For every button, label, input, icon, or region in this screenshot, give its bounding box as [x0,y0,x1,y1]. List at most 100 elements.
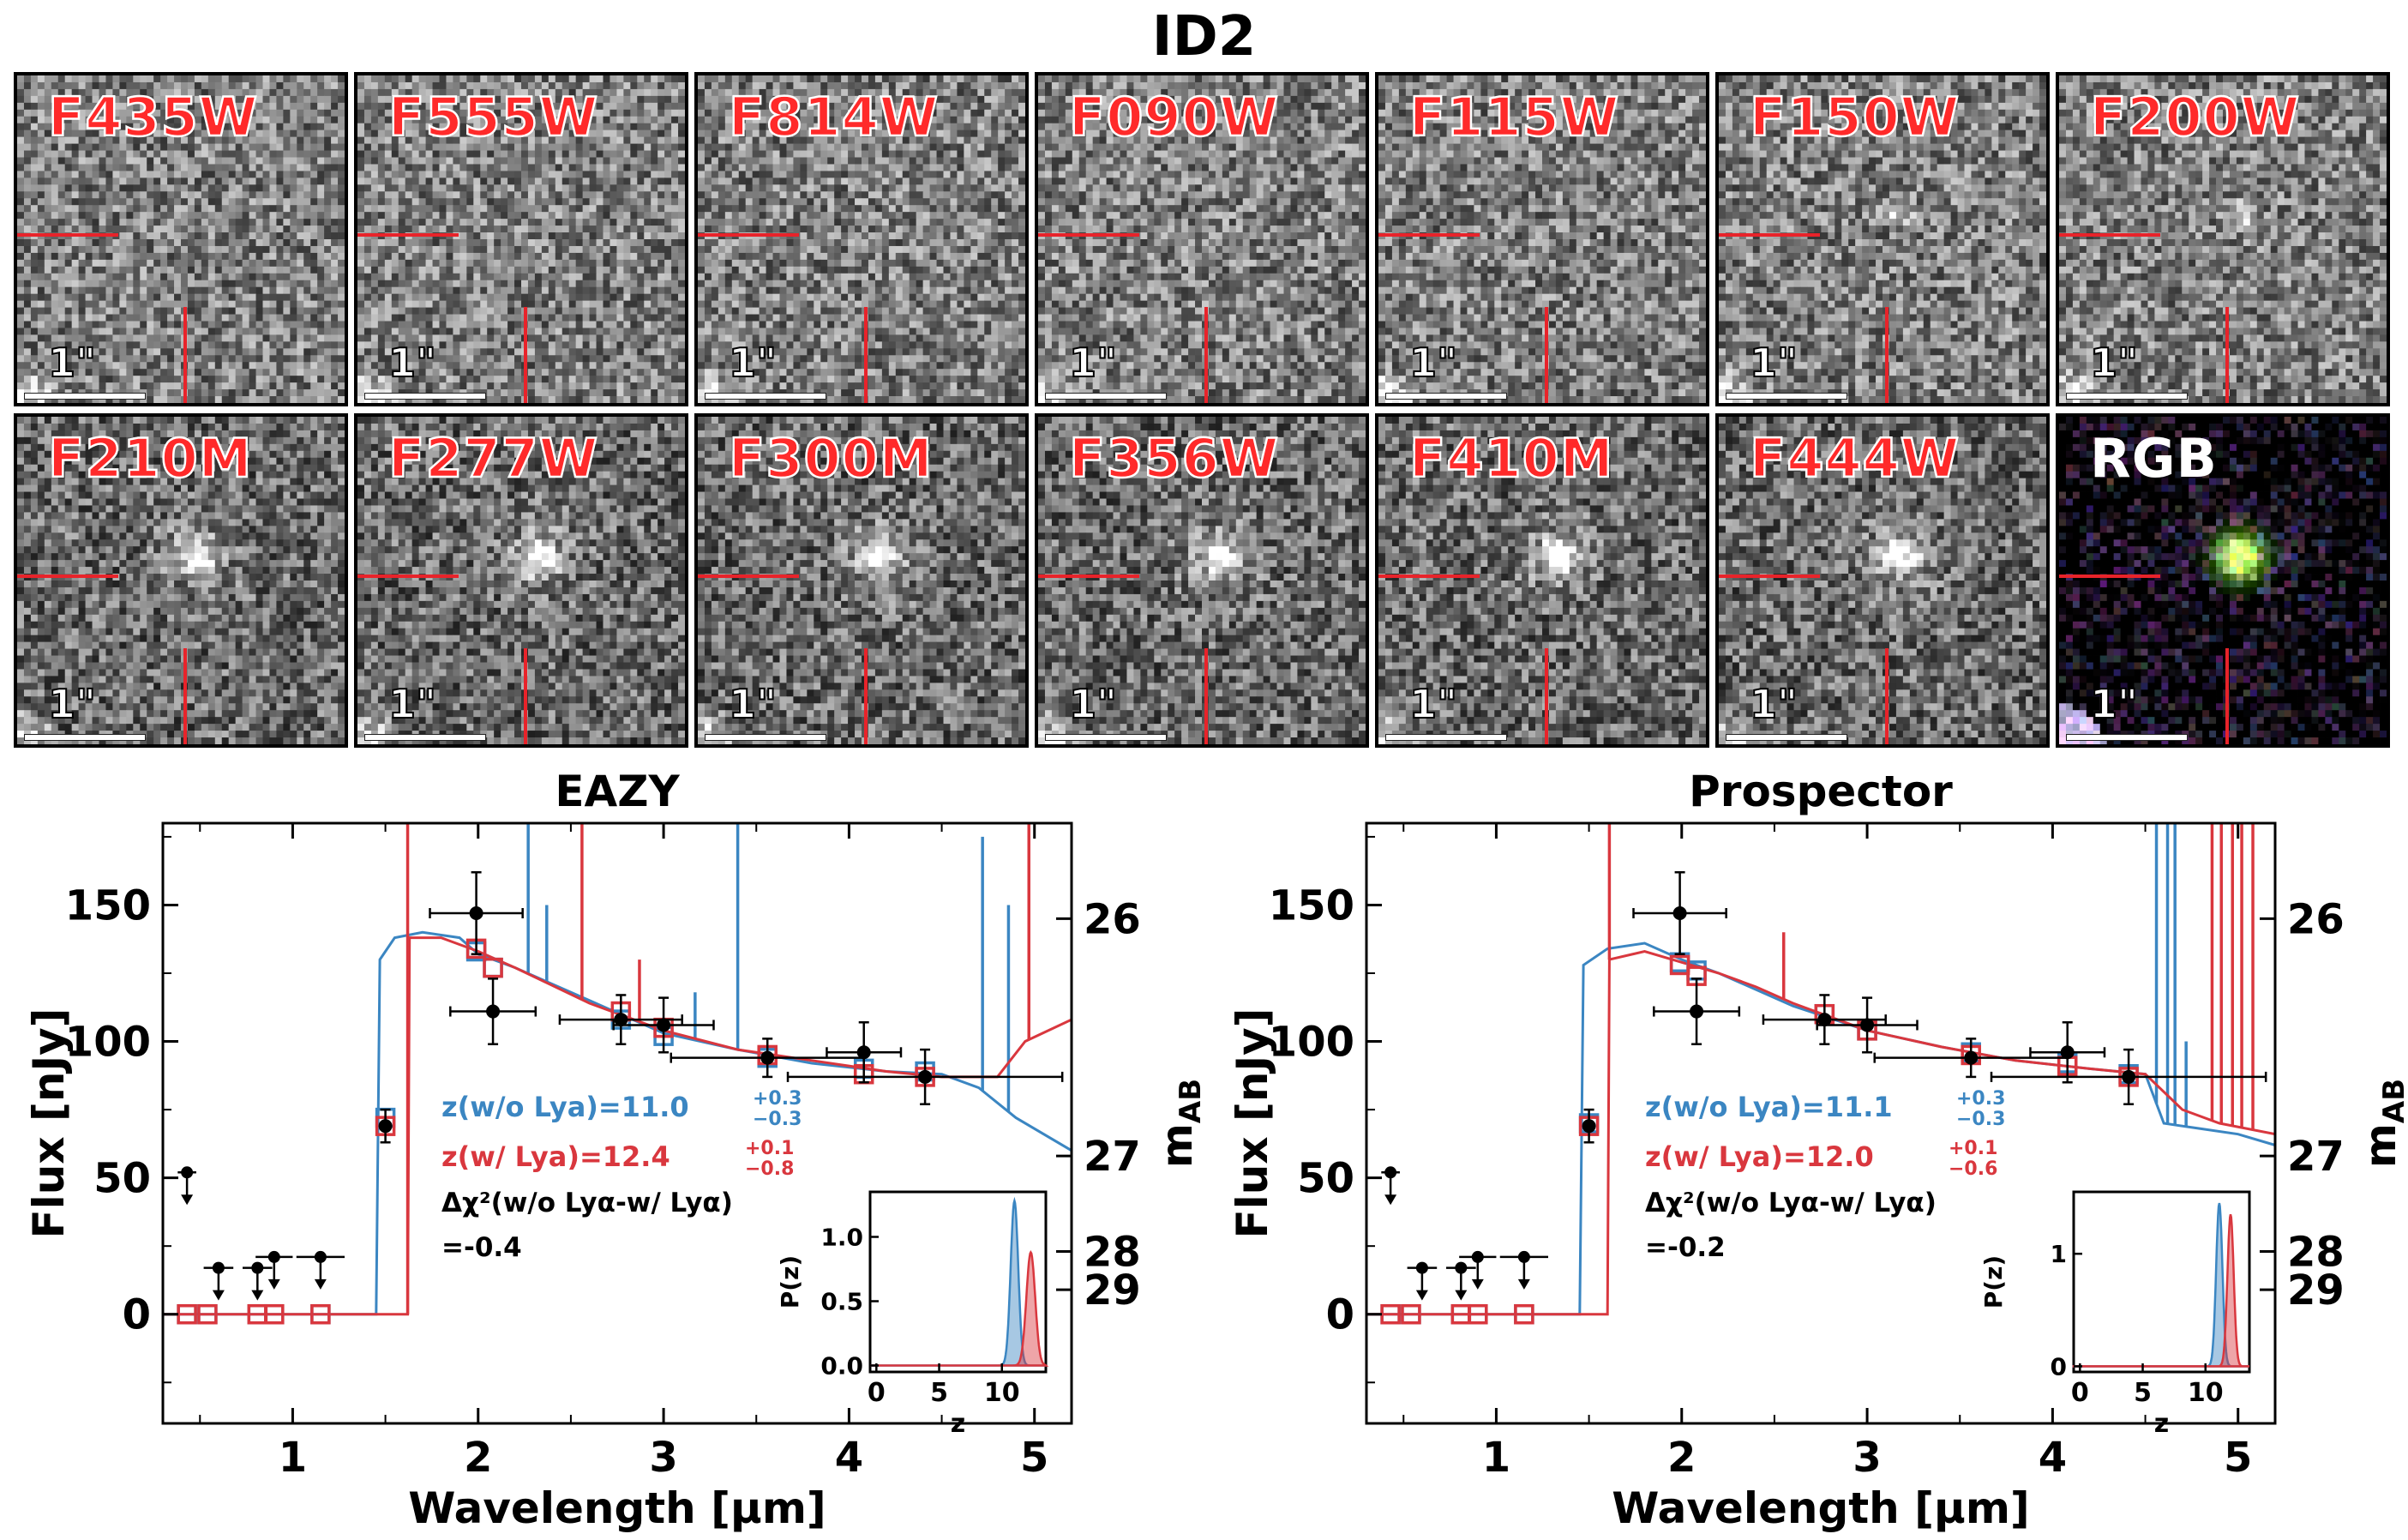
stamp-f090w: F090W 1" [1035,72,1369,406]
inset-y-tick-label: 1 [2051,1240,2067,1268]
x-axis-label: Wavelength [μm] [408,1483,826,1533]
scale-label: 1" [47,680,97,728]
crosshair-horizontal [1038,233,1139,237]
crosshair-vertical [2225,307,2229,403]
crosshair-vertical [183,648,187,744]
scale-bar [705,393,826,400]
y2-tick-label: 29 [2287,1266,2345,1314]
model-point-red [310,1303,331,1325]
inset-y-tick-label: 0.0 [820,1352,863,1381]
y-tick-label: 150 [65,881,151,929]
noise-image [1378,75,1706,403]
model-point-red [1380,1303,1401,1325]
stamp-filter-label: F300M [728,426,934,491]
annotation-z-blue-err-up: +0.3 [1956,1088,2005,1110]
stamp-filter-label: F444W [1749,426,1961,491]
model-point-red [1514,1303,1534,1325]
observed-point [614,1013,628,1027]
plot-area [163,823,1072,1325]
annotation-z-red-err-lo: −0.6 [1949,1158,1997,1180]
x-tick-label: 2 [1667,1434,1696,1482]
crosshair-vertical [1545,648,1548,744]
annotation-delta-chi2-value: =-0.2 [1645,1232,1726,1263]
model-point-red [197,1303,218,1325]
model-point-red [264,1303,285,1325]
stamp-f115w: F115W 1" [1375,72,1709,406]
crosshair-horizontal [698,233,799,237]
annotation-z-blue: z(w/o Lya)=11.1 [1645,1091,1893,1123]
inset-y-axis-label: P(z) [1979,1255,2008,1308]
scale-label: 1" [728,680,778,728]
stamp-f814w: F814W 1" [694,72,1029,406]
stamp-filter-label: F210M [47,426,253,491]
model-point-red [1669,954,1690,976]
pz-red-curve [870,1249,1049,1367]
scale-label: 1" [1749,680,1798,728]
y2-tick-label: 29 [1084,1266,1141,1314]
noise-image [2059,75,2387,403]
y-tick-label: 50 [93,1155,151,1203]
inset-x-axis-label: z [2154,1409,2169,1439]
model-point-red [177,1303,197,1325]
observed-point [378,1119,393,1134]
inset-x-tick-label: 10 [984,1378,1020,1408]
stamp-filter-label: F200W [2089,85,2301,150]
limit-arrow-head [1455,1290,1468,1301]
stamp-f150w: F150W 1" [1715,72,2050,406]
y2-axis-label-subscript: AB [1174,1079,1204,1123]
x-tick-label: 1 [1482,1434,1510,1482]
scale-label: 1" [1068,339,1118,387]
scale-bar [24,734,146,741]
crosshair-vertical [1204,307,1208,403]
scale-label: 1" [2089,339,2139,387]
inset-y-tick-label: 0.5 [820,1288,863,1316]
inset-x-tick-label: 0 [868,1378,886,1408]
stamp-f555w: F555W 1" [354,72,688,406]
annotation-z-blue: z(w/o Lya)=11.0 [441,1091,689,1123]
upper-limit-point [181,1166,194,1179]
y2-tick-label: 27 [2287,1133,2345,1181]
limit-arrow-head [1384,1194,1397,1206]
x-tick-label: 1 [279,1434,307,1482]
inset-y-tick-label: 1.0 [820,1224,863,1252]
crosshair-vertical [524,648,527,744]
crosshair-horizontal [1719,574,1820,578]
y-axis-label: Flux [nJy] [24,1008,74,1238]
scale-label: 1" [1408,339,1458,387]
stamp-filter-label: F435W [47,85,259,150]
noise-image [17,417,345,744]
limit-arrow-head [251,1290,264,1301]
x-tick-label: 3 [1853,1434,1881,1482]
stamp-filter-label: F150W [1749,85,1961,150]
noise-image [357,75,685,403]
crosshair-vertical [183,307,187,403]
y2-tick-label: 28 [2287,1229,2345,1277]
y2-axis-label-subscript: AB [2377,1079,2408,1123]
crosshair-horizontal [2059,574,2160,578]
upper-limit-point [1415,1261,1428,1274]
crosshair-horizontal [1378,574,1480,578]
y2-tick-label: 26 [1084,895,1141,943]
plot-frame [161,821,1073,1425]
noise-image [1038,75,1366,403]
model-point-red [483,957,503,978]
scale-bar [1385,734,1507,741]
observed-point [760,1050,775,1065]
panel-title: EAZY [555,767,680,816]
x-tick-label: 2 [464,1434,492,1482]
y2-tick-label: 28 [1084,1229,1141,1277]
stamp-f444w: F444W 1" [1715,413,2050,748]
scale-label: 1" [1408,680,1458,728]
observed-point [1582,1119,1596,1134]
observed-point [1860,1018,1875,1032]
pz-red-curve [2072,1214,2250,1368]
stamp-rgb: RGB 1" [2056,413,2390,748]
scale-bar [2066,393,2188,400]
observed-point [1690,1004,1704,1019]
noise-image [1719,75,2046,403]
limit-arrow-head [1415,1290,1428,1301]
scale-bar [24,393,146,400]
inset-y-axis-label: P(z) [776,1255,804,1308]
stamp-filter-label: F090W [1068,85,1280,150]
